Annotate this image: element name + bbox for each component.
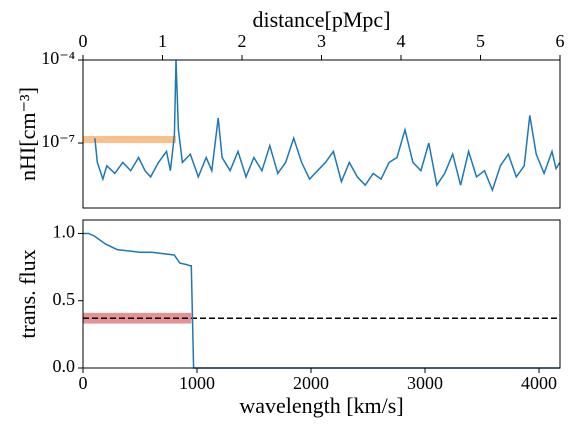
data-line <box>83 232 560 369</box>
x-tick-label: 1000 <box>179 373 215 393</box>
band <box>83 135 177 144</box>
x-tick-label: 0 <box>79 31 88 51</box>
x-tick-label: 1 <box>158 31 167 51</box>
x-tick-label: 5 <box>476 31 485 51</box>
axes-frame <box>82 59 561 209</box>
y-tick-label: 10⁻⁷ <box>41 131 75 151</box>
y-axis-label: nHI[cm⁻³] <box>15 87 40 181</box>
data-line <box>94 59 561 193</box>
y-tick-label: 10⁻⁴ <box>41 48 75 68</box>
x-axis-label: wavelength [km/s] <box>239 393 403 418</box>
y-axis-label: trans. flux <box>15 249 40 338</box>
x-tick-label: 3000 <box>407 373 443 393</box>
x-axis-label: distance[pMpc] <box>252 7 390 32</box>
x-tick-label: 2000 <box>293 373 329 393</box>
x-tick-label: 4000 <box>521 373 557 393</box>
axes-frame <box>82 219 561 369</box>
x-tick-label: 2 <box>238 31 247 51</box>
x-tick-label: 6 <box>556 31 565 51</box>
x-tick-label: 4 <box>397 31 406 51</box>
y-tick-label: 1.0 <box>53 222 76 242</box>
x-tick-label: 0 <box>79 373 88 393</box>
y-tick-label: 0.5 <box>53 289 76 309</box>
x-tick-label: 3 <box>317 31 326 51</box>
y-tick-label: 0.0 <box>53 356 76 376</box>
